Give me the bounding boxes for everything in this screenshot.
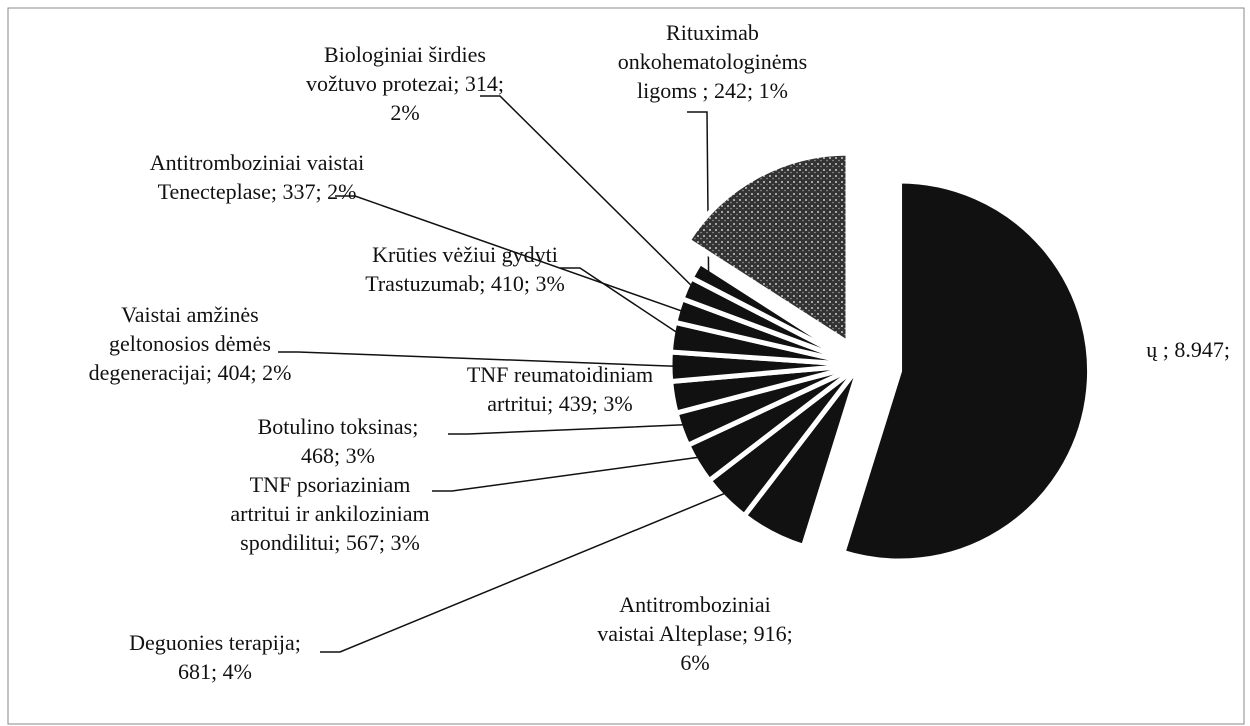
leader-line (335, 195, 693, 316)
slice-label: Rituximab onkohematologinėms ligoms ; 24… (617, 20, 808, 103)
frame (7, 7, 1245, 725)
slice-label: ų ; 8.947; (1146, 337, 1230, 362)
leader-line (278, 351, 686, 368)
slice-label: Vaistai amžinės geltonosios dėmės degene… (88, 302, 292, 385)
slice-label: Biologiniai širdies vožtuvo protezai; 31… (306, 42, 504, 125)
slice-label: Deguonies terapija; 681; 4% (129, 630, 301, 684)
leader-line (320, 487, 737, 653)
slice-label: TNF reumatoidiniam artritui; 439; 3% (466, 362, 654, 416)
slice-label: TNF psoriaziniam artritui ir ankilozinia… (230, 472, 430, 555)
slice-label: Krūties vėžiui gydyti Trastuzumab; 410; … (365, 242, 565, 296)
leader-line (432, 454, 711, 492)
slice-label: Antitromboziniai vaistai Alteplase; 916;… (597, 592, 793, 675)
slice-label: Botulino toksinas; 468; 3% (257, 414, 419, 468)
slice (839, 178, 1093, 564)
slice-label: Antitromboziniai vaistai Tenecteplase; 3… (149, 150, 365, 204)
slice (687, 258, 862, 368)
leader-line (560, 267, 688, 340)
leader-line (480, 95, 701, 295)
leader-line (448, 423, 696, 435)
slice (684, 150, 851, 348)
